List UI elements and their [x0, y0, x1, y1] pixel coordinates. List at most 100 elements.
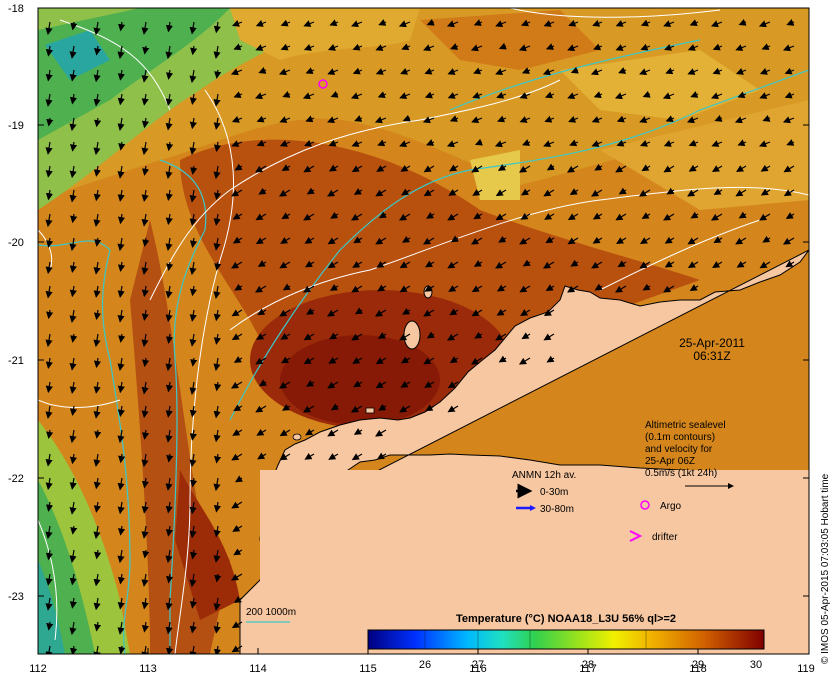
velocity-arrow [735, 68, 747, 75]
velocity-arrow [45, 165, 53, 178]
velocity-arrow [189, 645, 197, 654]
velocity-arrow [45, 45, 53, 57]
velocity-arrow [118, 333, 126, 343]
velocity-arrow [304, 260, 315, 268]
velocity-arrow [118, 21, 126, 32]
velocity-arrow [165, 501, 173, 514]
velocity-arrow [279, 116, 291, 123]
velocity-arrow [399, 140, 411, 148]
velocity-arrow [734, 116, 747, 124]
velocity-arrow [213, 117, 221, 130]
velocity-arrow [639, 68, 651, 76]
velocity-arrow [189, 525, 197, 539]
velocity-arrow [423, 189, 435, 197]
velocity-arrow [231, 501, 243, 509]
velocity-arrow [93, 525, 101, 540]
velocity-arrow [141, 645, 149, 654]
velocity-arrow [616, 237, 627, 244]
velocity-arrow [189, 261, 197, 276]
velocity-arrow [618, 67, 627, 74]
velocity-arrow [353, 428, 363, 435]
velocity-arrow [282, 283, 291, 291]
velocity-arrow [568, 115, 579, 123]
velocity-arrow [639, 261, 651, 269]
velocity-arrow [522, 139, 531, 146]
velocity-arrow [166, 141, 174, 152]
velocity-arrow [786, 19, 795, 26]
velocity-arrow [213, 429, 221, 443]
velocity-arrow [447, 405, 459, 413]
velocity-arrow [189, 141, 197, 156]
velocity-arrow [686, 116, 699, 124]
date-label: 25-Apr-2011 [679, 336, 745, 350]
velocity-arrow [304, 139, 315, 147]
velocity-arrow [189, 381, 197, 395]
velocity-arrow [663, 285, 675, 293]
lat-axis: -18 -19 -20 -21 -22 -23 [8, 3, 809, 603]
velocity-arrow [69, 501, 77, 515]
velocity-arrow [141, 213, 149, 227]
argo-float-marker [318, 79, 328, 89]
velocity-arrow [496, 308, 507, 316]
velocity-arrow [376, 452, 387, 460]
velocity-arrow [117, 381, 125, 394]
velocity-arrow [93, 189, 101, 202]
velocity-arrow [278, 68, 291, 76]
velocity-arrow [423, 44, 435, 52]
velocity-arrow [472, 91, 483, 99]
velocity-arrow [399, 333, 411, 341]
velocity-arrow [305, 67, 315, 75]
velocity-arrow [328, 453, 339, 460]
velocity-arrow [117, 213, 126, 225]
velocity-arrow [377, 332, 387, 339]
velocity-arrow [520, 19, 531, 27]
velocity-arrow [568, 19, 579, 27]
velocity-arrow [494, 140, 507, 148]
velocity-arrow [45, 93, 53, 107]
velocity-arrow [591, 140, 603, 147]
velocity-arrow [447, 68, 459, 75]
velocity-arrow [474, 331, 483, 339]
velocity-arrow [592, 212, 603, 220]
velocity-arrow [45, 549, 54, 561]
velocity-arrow [567, 237, 579, 245]
velocity-arrow [472, 189, 483, 196]
velocity-arrow [498, 235, 507, 243]
velocity-arrow [69, 261, 77, 273]
velocity-arrow [46, 117, 54, 127]
lon-tick-label: 115 [359, 663, 377, 675]
velocity-arrow [255, 405, 267, 413]
velocity-arrow [118, 645, 126, 654]
velocity-arrow [282, 91, 291, 98]
velocity-arrow [353, 380, 363, 388]
velocity-arrow [46, 429, 54, 440]
velocity-arrow [258, 187, 267, 195]
velocity-arrow [330, 403, 339, 411]
velocity-arrow [447, 381, 459, 389]
velocity-arrow [375, 44, 387, 51]
velocity-arrow [782, 116, 795, 124]
velocity-arrow [189, 213, 197, 226]
velocity-arrow [189, 573, 197, 588]
velocity-arrow [94, 45, 102, 56]
velocity-arrow [375, 237, 387, 245]
velocity-arrow [45, 21, 53, 36]
velocity-arrow [213, 189, 222, 201]
velocity-arrow [496, 284, 507, 292]
velocity-arrow [426, 139, 435, 146]
velocity-arrow [735, 237, 747, 245]
velocity-arrow [424, 91, 435, 99]
velocity-arrow [759, 261, 771, 269]
velocity-arrow [449, 308, 459, 316]
velocity-arrow [45, 237, 54, 248]
velocity-arrow [614, 92, 627, 100]
velocity-arrow [495, 213, 507, 221]
isobath-1000m [159, 159, 207, 654]
velocity-arrow [281, 164, 291, 171]
velocity-arrow [213, 597, 221, 611]
velocity-arrow [306, 187, 315, 195]
velocity-arrow [165, 597, 173, 611]
velocity-arrow [165, 405, 173, 418]
velocity-arrow [714, 115, 723, 122]
velocity-arrow [567, 285, 579, 293]
